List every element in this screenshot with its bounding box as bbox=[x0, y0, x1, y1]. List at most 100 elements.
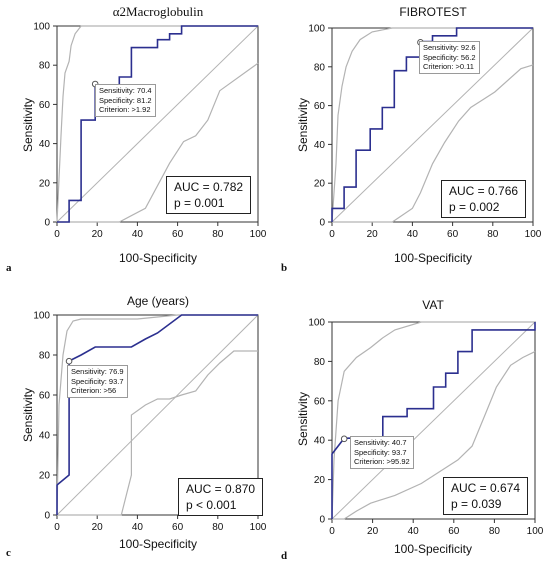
ci-lower-line bbox=[57, 62, 259, 223]
chart-title: Age (years) bbox=[126, 294, 190, 308]
panel-letter: d bbox=[281, 550, 288, 562]
roc-curve bbox=[56, 314, 258, 515]
x-tick-label: 40 bbox=[132, 229, 144, 240]
y-tick-label: 80 bbox=[39, 351, 51, 362]
x-tick-label: 20 bbox=[92, 522, 104, 533]
x-tick-label: 60 bbox=[448, 526, 460, 537]
x-tick-label: 20 bbox=[367, 526, 379, 537]
annotation-criterion: Criterion: >95.92 bbox=[354, 457, 410, 466]
x-tick-label: 0 bbox=[54, 522, 60, 533]
annotation-sensitivity: Sensitivity: 92.6 bbox=[423, 43, 476, 52]
reference-diagonal bbox=[331, 321, 536, 520]
x-tick-label: 40 bbox=[408, 526, 420, 537]
annotation-criterion: Criterion: >1.92 bbox=[99, 105, 151, 114]
roc-curve bbox=[331, 27, 533, 222]
auc-box: AUC = 0.870 p < 0.001 bbox=[178, 478, 264, 516]
x-axis-label: 100-Specificity bbox=[393, 251, 473, 265]
ci-lower-line bbox=[57, 350, 258, 516]
y-tick-label: 80 bbox=[314, 357, 326, 368]
ci-upper-line bbox=[331, 321, 535, 520]
auc-box: AUC = 0.782 p = 0.001 bbox=[166, 176, 252, 214]
criterion-annotation: Sensitivity: 92.6 Specificity: 56.2 Crit… bbox=[419, 41, 480, 74]
x-tick-label: 20 bbox=[367, 229, 379, 240]
x-tick-label: 60 bbox=[172, 522, 184, 533]
x-tick-label: 60 bbox=[447, 229, 459, 240]
ci-upper-line bbox=[331, 27, 533, 223]
annotation-sensitivity: Sensitivity: 40.7 bbox=[354, 438, 407, 447]
criterion-point bbox=[65, 357, 73, 365]
plot-frame bbox=[56, 314, 259, 516]
y-tick-label: 20 bbox=[39, 178, 51, 189]
reference-diagonal bbox=[56, 25, 259, 223]
roc-curve bbox=[57, 25, 258, 223]
y-tick-label: 0 bbox=[44, 511, 50, 522]
x-tick-label: 40 bbox=[407, 229, 419, 240]
y-tick-label: 60 bbox=[39, 100, 51, 111]
x-tick-label: 40 bbox=[132, 522, 144, 533]
chart-title: FIBROTEST bbox=[399, 5, 467, 19]
x-tick-label: 100 bbox=[250, 522, 267, 533]
x-tick-label: 100 bbox=[525, 229, 542, 240]
y-tick-label: 80 bbox=[39, 61, 51, 72]
y-tick-label: 20 bbox=[314, 179, 326, 190]
y-tick-label: 60 bbox=[314, 396, 326, 407]
x-tick-label: 100 bbox=[250, 229, 267, 240]
y-tick-label: 60 bbox=[314, 101, 326, 112]
y-tick-label: 40 bbox=[39, 431, 51, 442]
auc-value: AUC = 0.766 bbox=[449, 184, 519, 198]
p-value: p = 0.002 bbox=[449, 200, 500, 214]
annotation-specificity: Specificity: 56.2 bbox=[423, 52, 476, 62]
y-tick-label: 80 bbox=[314, 62, 326, 73]
ci-lower-line bbox=[332, 64, 534, 223]
chart-title: α2Macroglobulin bbox=[112, 4, 204, 19]
roc-panel-b: FIBROTEST Sensitivity 100-Specificity b … bbox=[275, 0, 550, 281]
x-axis-label: 100-Specificity bbox=[393, 542, 473, 556]
panel-letter: a bbox=[6, 262, 12, 274]
y-tick-label: 100 bbox=[33, 22, 50, 33]
auc-value: AUC = 0.870 bbox=[186, 482, 256, 496]
x-tick-label: 0 bbox=[329, 526, 335, 537]
criterion-annotation: Sensitivity: 70.4 Specificity: 81.2 Crit… bbox=[95, 84, 156, 117]
ci-upper-line bbox=[56, 25, 258, 223]
x-tick-label: 100 bbox=[527, 526, 544, 537]
roc-panel-a: α2Macroglobulin Sensitivity 100-Specific… bbox=[0, 0, 275, 281]
auc-value: AUC = 0.674 bbox=[451, 481, 521, 495]
chart-title: VAT bbox=[422, 298, 444, 312]
annotation-specificity: Specificity: 81.2 bbox=[99, 95, 152, 105]
y-tick-label: 40 bbox=[39, 139, 51, 150]
reference-diagonal bbox=[331, 27, 534, 223]
ci-lower-line bbox=[332, 351, 536, 520]
y-tick-label: 20 bbox=[314, 475, 326, 486]
criterion-annotation: Sensitivity: 40.7 Specificity: 93.7 Crit… bbox=[350, 436, 414, 469]
x-tick-label: 80 bbox=[212, 229, 224, 240]
auc-value: AUC = 0.782 bbox=[174, 180, 244, 194]
y-tick-label: 20 bbox=[39, 471, 51, 482]
x-tick-label: 80 bbox=[212, 522, 224, 533]
y-tick-label: 100 bbox=[308, 24, 325, 35]
criterion-point bbox=[340, 435, 348, 443]
x-tick-label: 0 bbox=[54, 229, 60, 240]
x-tick-label: 80 bbox=[487, 229, 499, 240]
auc-box: AUC = 0.674 p = 0.039 bbox=[443, 477, 529, 515]
y-tick-label: 0 bbox=[319, 218, 325, 229]
panel-letter: b bbox=[281, 262, 288, 274]
annotation-specificity: Specificity: 93.7 bbox=[354, 447, 407, 457]
p-value: p = 0.001 bbox=[174, 196, 225, 210]
x-tick-label: 20 bbox=[92, 229, 104, 240]
y-tick-label: 100 bbox=[308, 318, 325, 329]
annotation-specificity: Specificity: 93.7 bbox=[71, 376, 124, 386]
y-tick-label: 40 bbox=[314, 436, 326, 447]
criterion-annotation: Sensitivity: 76.9 Specificity: 93.7 Crit… bbox=[67, 365, 128, 398]
annotation-criterion: Criterion: >0.11 bbox=[423, 62, 474, 71]
roc-plot: 0 20 40 60 80 100 0 20 40 60 80 100 bbox=[33, 311, 267, 534]
x-tick-label: 0 bbox=[329, 229, 335, 240]
y-tick-label: 40 bbox=[314, 140, 326, 151]
x-axis-label: 100-Specificity bbox=[118, 537, 198, 551]
y-tick-label: 60 bbox=[39, 391, 51, 402]
x-tick-label: 80 bbox=[489, 526, 501, 537]
y-tick-label: 0 bbox=[44, 218, 50, 229]
p-value: p < 0.001 bbox=[186, 498, 237, 512]
annotation-sensitivity: Sensitivity: 76.9 bbox=[71, 367, 124, 376]
auc-box: AUC = 0.766 p = 0.002 bbox=[441, 180, 527, 218]
reference-diagonal bbox=[56, 314, 259, 516]
